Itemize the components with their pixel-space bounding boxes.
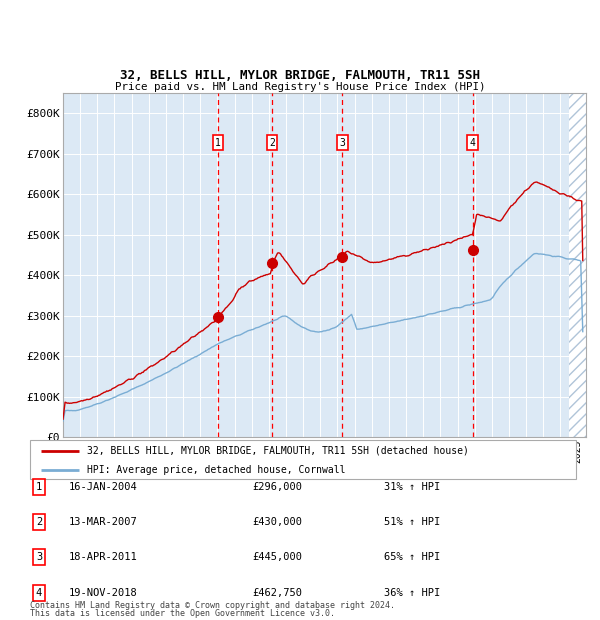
FancyBboxPatch shape: [30, 440, 576, 479]
Text: £462,750: £462,750: [252, 588, 302, 598]
Text: 31% ↑ HPI: 31% ↑ HPI: [384, 482, 440, 492]
Text: 2: 2: [269, 138, 275, 148]
Text: This data is licensed under the Open Government Licence v3.0.: This data is licensed under the Open Gov…: [30, 609, 335, 618]
Text: 13-MAR-2007: 13-MAR-2007: [69, 517, 138, 527]
Text: 32, BELLS HILL, MYLOR BRIDGE, FALMOUTH, TR11 5SH (detached house): 32, BELLS HILL, MYLOR BRIDGE, FALMOUTH, …: [88, 446, 469, 456]
Text: £296,000: £296,000: [252, 482, 302, 492]
Text: 65% ↑ HPI: 65% ↑ HPI: [384, 552, 440, 562]
Text: 1: 1: [36, 482, 42, 492]
Text: 4: 4: [470, 138, 476, 148]
Text: Price paid vs. HM Land Registry's House Price Index (HPI): Price paid vs. HM Land Registry's House …: [115, 82, 485, 92]
Text: HPI: Average price, detached house, Cornwall: HPI: Average price, detached house, Corn…: [88, 465, 346, 475]
Text: 51% ↑ HPI: 51% ↑ HPI: [384, 517, 440, 527]
Text: 3: 3: [340, 138, 346, 148]
Text: 19-NOV-2018: 19-NOV-2018: [69, 588, 138, 598]
Text: £430,000: £430,000: [252, 517, 302, 527]
Text: 4: 4: [36, 588, 42, 598]
Text: Contains HM Land Registry data © Crown copyright and database right 2024.: Contains HM Land Registry data © Crown c…: [30, 601, 395, 610]
Text: 16-JAN-2004: 16-JAN-2004: [69, 482, 138, 492]
Text: 18-APR-2011: 18-APR-2011: [69, 552, 138, 562]
Text: £445,000: £445,000: [252, 552, 302, 562]
Text: 36% ↑ HPI: 36% ↑ HPI: [384, 588, 440, 598]
Text: 32, BELLS HILL, MYLOR BRIDGE, FALMOUTH, TR11 5SH: 32, BELLS HILL, MYLOR BRIDGE, FALMOUTH, …: [120, 69, 480, 82]
Text: 2: 2: [36, 517, 42, 527]
Text: 3: 3: [36, 552, 42, 562]
Bar: [569, 93, 586, 437]
Text: 1: 1: [215, 138, 221, 148]
